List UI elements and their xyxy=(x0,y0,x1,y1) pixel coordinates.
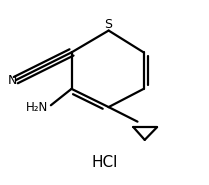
Text: HCl: HCl xyxy=(91,155,118,170)
Text: S: S xyxy=(105,18,113,31)
Text: N: N xyxy=(8,74,17,87)
Text: H₂N: H₂N xyxy=(25,101,48,114)
